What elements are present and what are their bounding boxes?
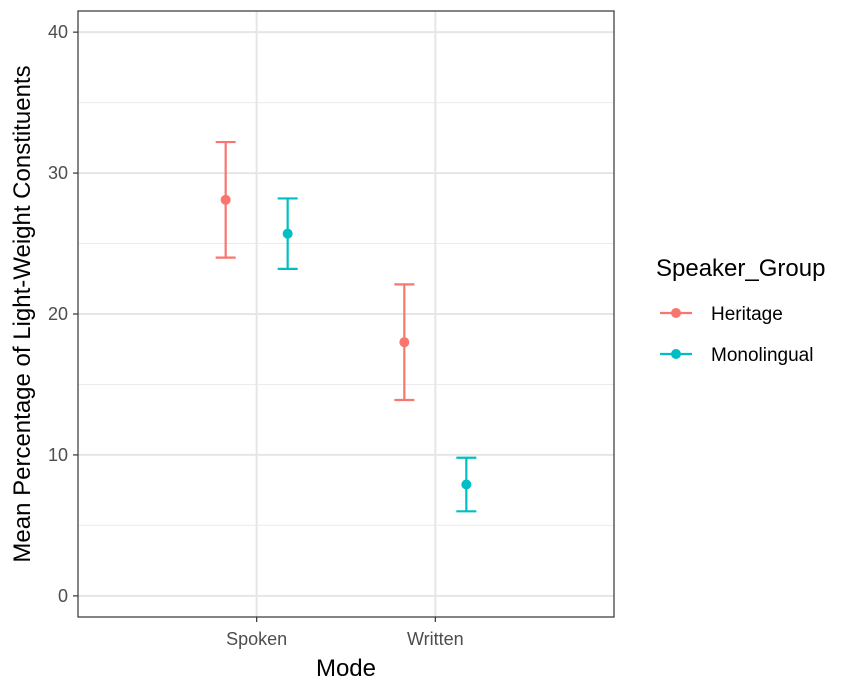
data-point (220, 194, 231, 205)
y-tick-label: 0 (58, 586, 68, 606)
gridlines (78, 11, 614, 617)
x-axis-title: Mode (316, 655, 376, 682)
y-axis-title: Mean Percentage of Light-Weight Constitu… (9, 65, 36, 562)
x-tick-label: Spoken (226, 629, 287, 649)
series-monolingual (277, 197, 477, 513)
data-marks (215, 140, 477, 513)
axes: 0 10 20 30 40 Spoken Written (48, 22, 464, 649)
data-point (399, 337, 410, 348)
legend-items: Heritage Monolingual (660, 304, 813, 366)
legend-label: Monolingual (711, 345, 813, 366)
y-tick-label: 40 (48, 22, 68, 42)
x-tick-label: Written (407, 629, 464, 649)
legend-title: Speaker_Group (656, 255, 825, 282)
y-tick-label: 30 (48, 163, 68, 183)
legend-key-point (671, 308, 681, 318)
legend-label: Heritage (711, 304, 783, 325)
y-tick-label: 20 (48, 304, 68, 324)
data-point (282, 228, 293, 239)
series-heritage (215, 140, 415, 402)
legend-key-point (671, 349, 681, 359)
plot-panel (77, 10, 615, 618)
legend: Speaker_Group Heritage Monolingual (656, 255, 825, 366)
data-point (461, 479, 472, 490)
legend-item-heritage: Heritage (660, 304, 783, 325)
y-tick-label: 10 (48, 445, 68, 465)
legend-item-monolingual: Monolingual (660, 345, 813, 366)
